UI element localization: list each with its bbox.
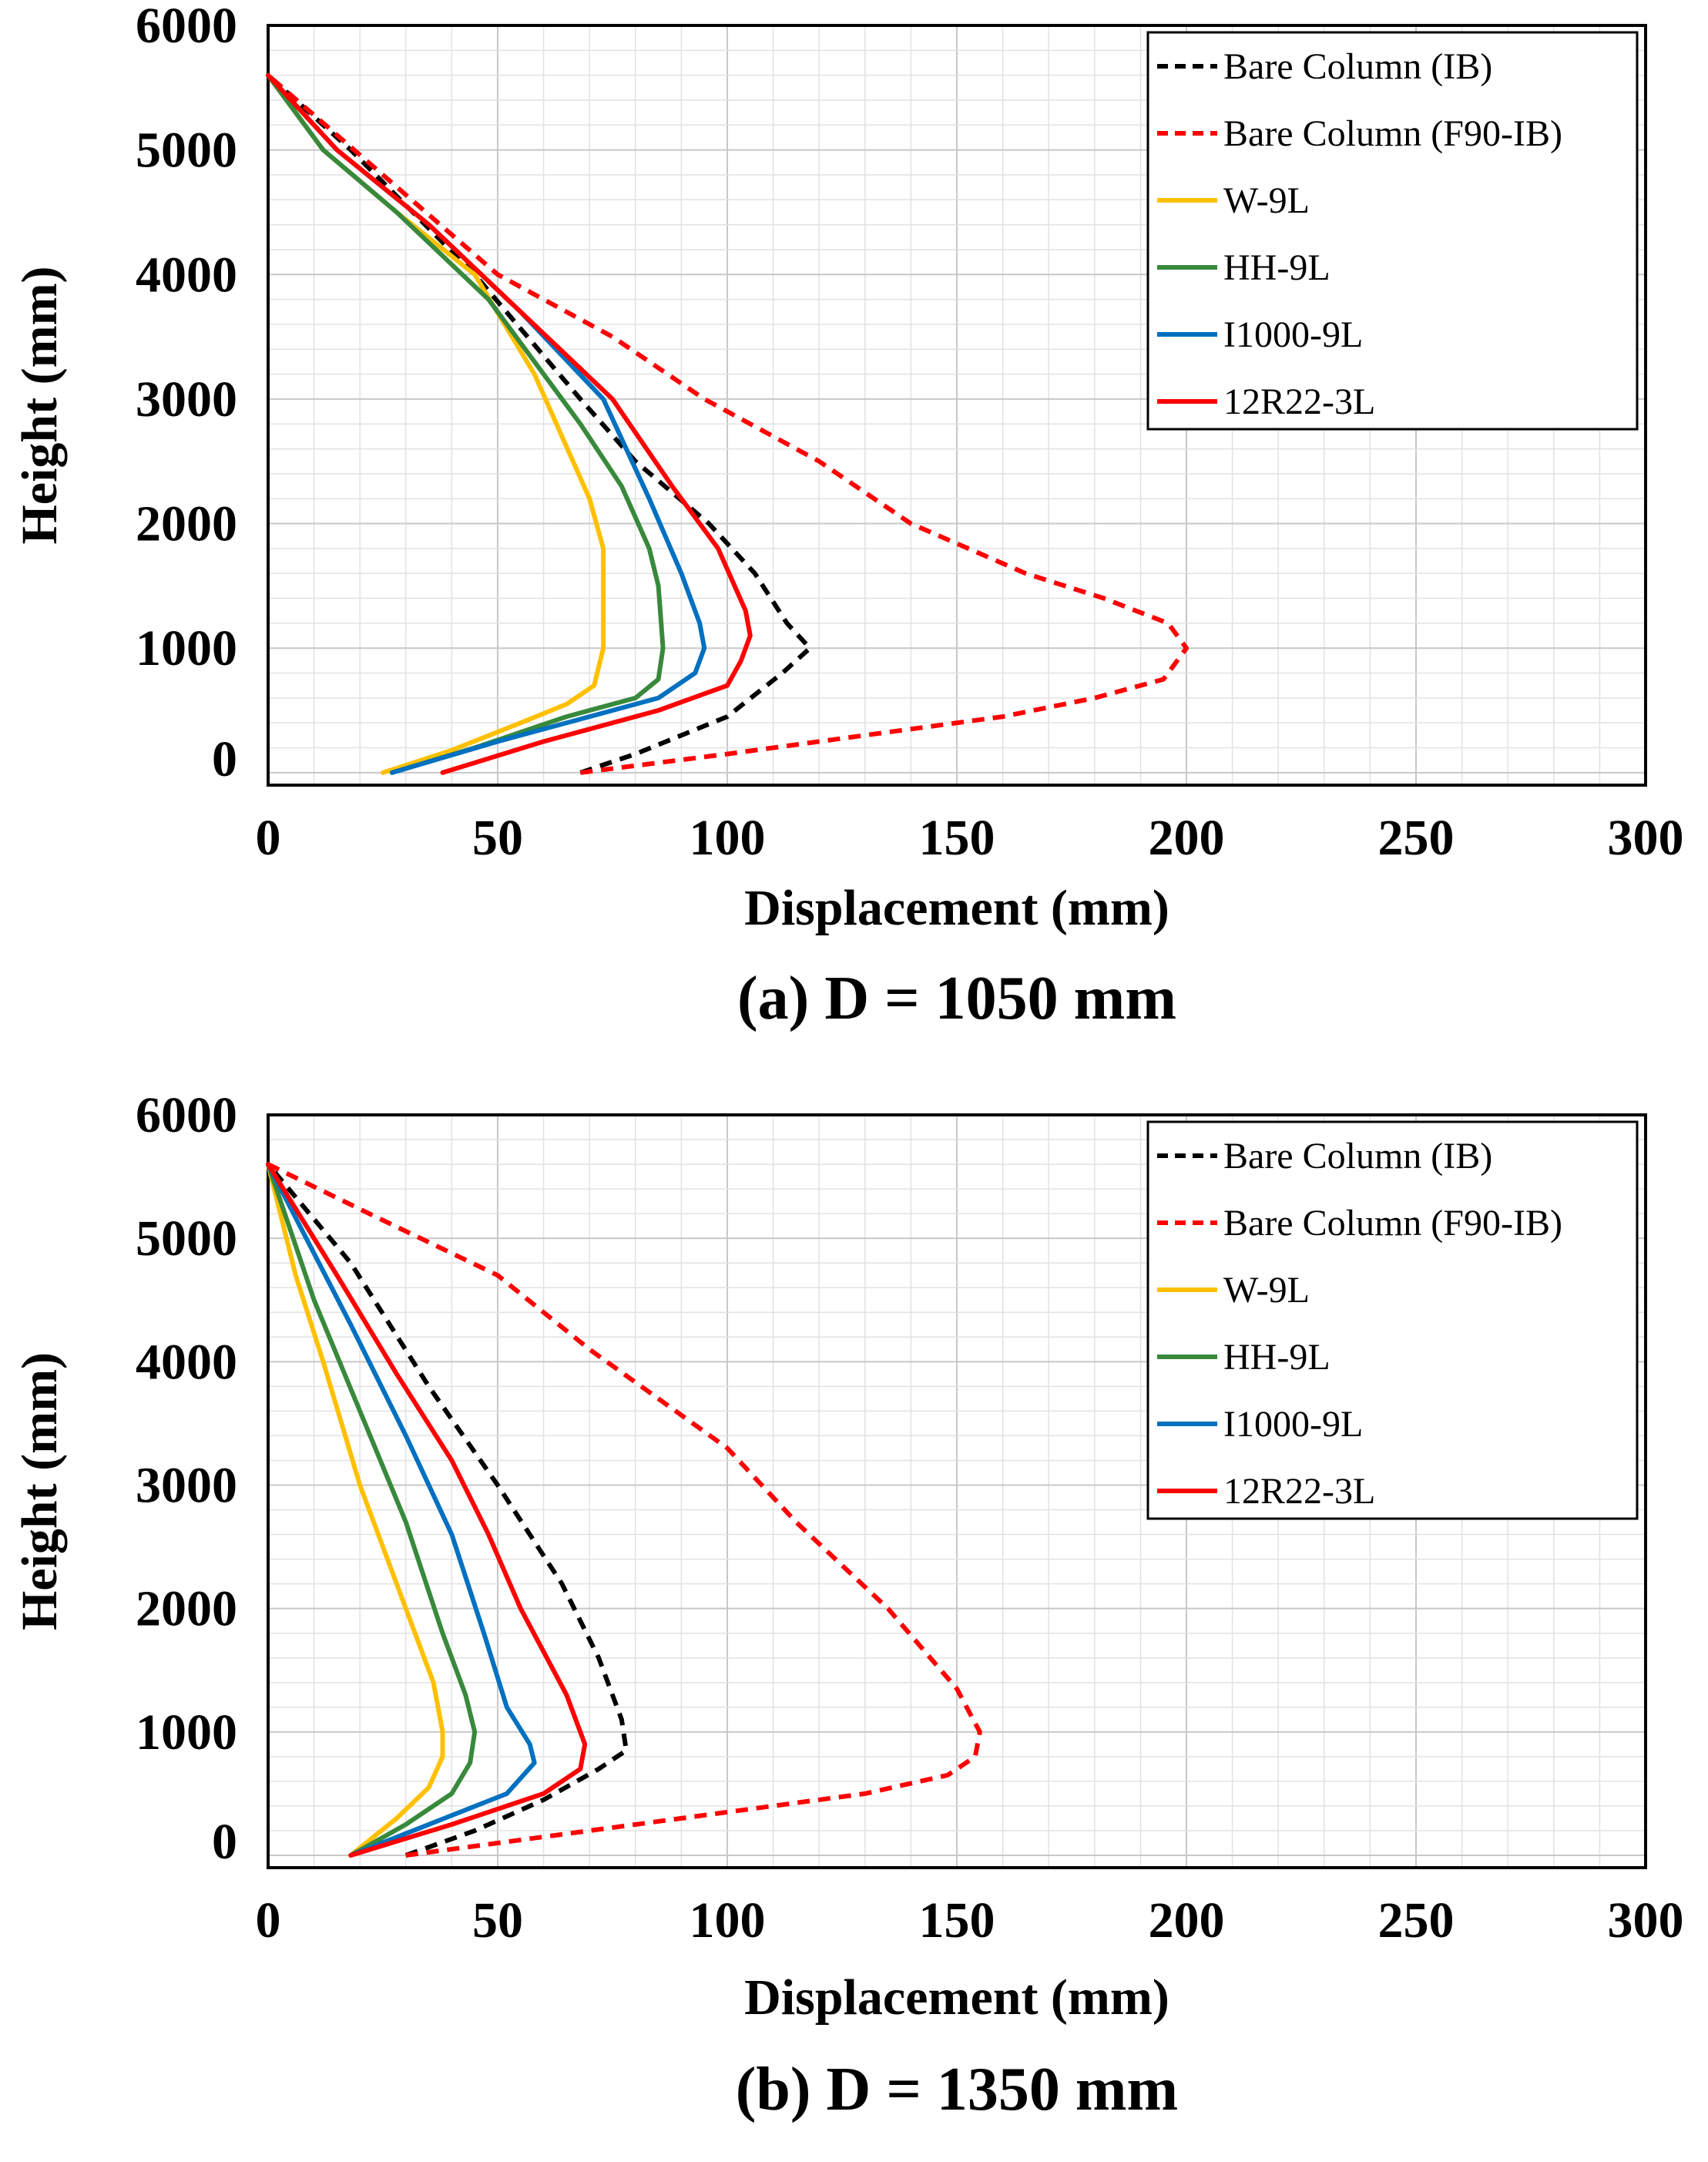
legend-label: HH-9L [1223,1337,1330,1378]
x-tick-label: 50 [472,1892,523,1949]
legend-label: I1000-9L [1223,1404,1363,1445]
y-tick-label: 2000 [136,1581,237,1637]
legend-label: Bare Column (F90-IB) [1223,113,1562,154]
x-tick-label: 150 [919,1892,995,1949]
y-tick-label: 5000 [136,123,237,179]
series-line-bare-column-f90-ib [267,73,1189,775]
x-tick-label: 150 [919,810,995,866]
x-tick-label: 250 [1378,1892,1455,1949]
legend-label: W-9L [1223,180,1310,221]
legend-label: Bare Column (F90-IB) [1223,1203,1562,1244]
legend-label: W-9L [1223,1270,1310,1311]
x-axis-title: Displacement (mm) [744,1969,1169,2026]
y-tick-labels: 0 1000 2000 3000 4000 5000 6000 [136,0,237,787]
x-tick-label: 100 [690,810,766,866]
series-line-12r22-3l [266,1162,588,1858]
y-tick-label: 6000 [136,1087,237,1143]
y-tick-label: 1000 [136,1704,237,1761]
legend-label: 12R22-3L [1223,1471,1375,1512]
y-axis-title: Height (mm) [12,1352,68,1630]
chart-caption: (b) D = 1350 mm [736,2056,1178,2123]
legend-box [1146,1120,1639,1520]
series-line-12r22-3l [266,72,753,775]
x-tick-labels: 0 50 100 150 200 250 300 [256,1892,1684,1949]
legend-box [1146,31,1639,431]
x-tick-label: 300 [1608,1892,1684,1949]
x-tick-label: 0 [256,1892,281,1949]
x-axis-title: Displacement (mm) [744,880,1169,936]
y-tick-label: 6000 [136,0,237,54]
series-line-hh-9l [266,1162,478,1858]
legend-label: I1000-9L [1223,314,1363,355]
series-layer [266,72,1189,775]
x-tick-label: 200 [1149,810,1225,866]
series-line-w-9l [266,72,606,775]
y-tick-label: 3000 [136,371,237,428]
series-line-hh-9l [266,72,666,775]
legend-label: Bare Column (IB) [1223,46,1492,87]
x-tick-labels: 0 50 100 150 200 250 300 [256,810,1684,866]
series-line-bare-column-ib [266,1163,629,1858]
y-tick-label: 2000 [136,496,237,552]
x-tick-label: 50 [472,810,523,866]
y-tick-label: 0 [212,731,237,787]
legend-label: 12R22-3L [1223,381,1375,422]
plot-frame [267,24,1647,787]
chart-caption: (a) D = 1050 mm [737,965,1176,1032]
series-line-bare-column-ib [266,73,813,775]
x-tick-label: 200 [1149,1892,1225,1949]
y-tick-labels: 0 1000 2000 3000 4000 5000 6000 [136,1087,237,1870]
y-tick-label: 5000 [136,1210,237,1267]
x-tick-label: 100 [690,1892,766,1949]
chart-panel-a: 0 50 100 150 200 250 300 0 1000 2000 3000 4000 5000… [12,0,1683,1032]
y-tick-label: 4000 [136,1334,237,1390]
y-tick-label: 1000 [136,620,237,676]
x-tick-label: 0 [256,810,281,866]
series-line-bare-column-f90-ib [267,1162,982,1858]
chart-panel-b: 0 50 100 150 200 250 300 0 1000 2000 3000 4000 5000… [12,1087,1683,2123]
y-tick-label: 3000 [136,1457,237,1513]
y-tick-label: 4000 [136,247,237,303]
plot-frame [267,1113,1647,1869]
x-tick-label: 250 [1378,810,1455,866]
series-layer [266,1162,982,1858]
series-line-i1000-9l [266,1162,537,1858]
y-axis-title: Height (mm) [12,266,68,544]
y-tick-label: 0 [212,1814,237,1870]
x-tick-label: 300 [1608,810,1684,866]
legend-label: HH-9L [1223,247,1330,288]
legend-label: Bare Column (IB) [1223,1136,1492,1177]
legend: Bare Column (IB) Bare Column (F90-IB) W-9L… [1146,31,1639,431]
legend: Bare Column (IB) Bare Column (F90-IB) W-9L… [1146,1120,1639,1520]
series-line-w-9l [266,1162,445,1858]
